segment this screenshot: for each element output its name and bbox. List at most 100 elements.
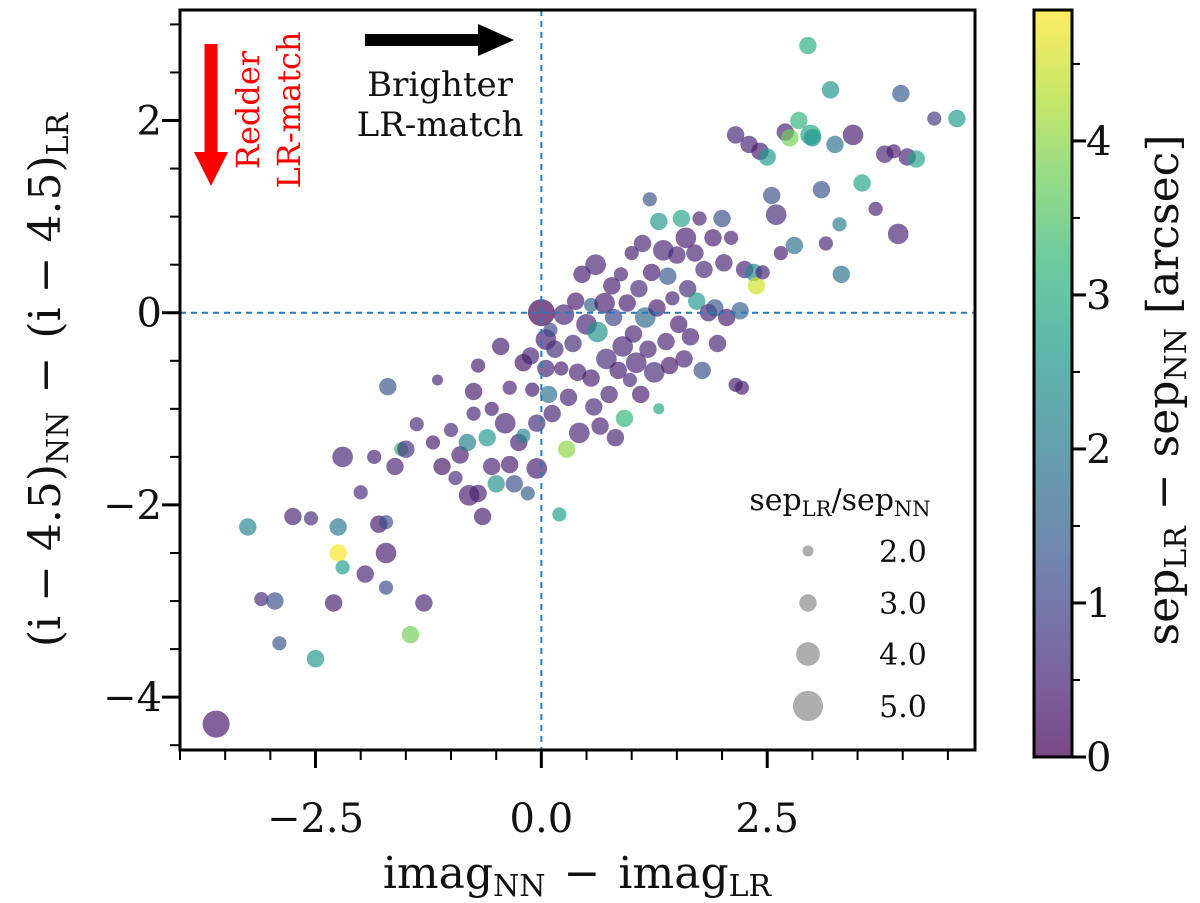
data-point	[409, 417, 424, 432]
data-point	[494, 412, 516, 434]
data-point	[747, 277, 766, 295]
colorbar-frame	[1032, 8, 1074, 759]
data-point	[803, 129, 822, 147]
y-tick-label: −2	[103, 483, 162, 529]
data-point	[650, 212, 668, 231]
data-point	[818, 236, 834, 251]
data-point	[686, 244, 704, 262]
colorbar-tick-label: 0	[1086, 735, 1111, 781]
data-point	[892, 84, 910, 103]
data-point	[379, 378, 397, 396]
y-axis-label: (i − 4.5)NN−(i − 4.5)LR	[20, 111, 76, 647]
data-point	[378, 515, 394, 530]
data-point	[324, 594, 343, 612]
data-point	[832, 265, 850, 283]
legend-entries	[792, 545, 824, 722]
data-point	[367, 449, 382, 464]
legend-marker	[802, 545, 814, 557]
data-point	[568, 363, 587, 381]
data-point	[630, 280, 648, 298]
brighter-annotation-line2: LR-match	[357, 105, 524, 145]
data-point	[927, 111, 942, 126]
data-point	[799, 36, 817, 55]
data-point	[758, 148, 776, 166]
data-point	[329, 544, 347, 562]
data-point	[483, 457, 501, 476]
data-point	[473, 507, 492, 526]
data-point	[679, 280, 697, 298]
data-point	[569, 422, 590, 444]
data-point	[266, 592, 284, 610]
data-point	[596, 348, 617, 370]
data-point	[471, 358, 486, 373]
data-point	[644, 362, 665, 383]
data-point	[603, 277, 621, 295]
colorbar-gradient	[1034, 10, 1072, 757]
data-point	[356, 565, 374, 583]
data-point	[432, 374, 443, 386]
data-point	[335, 560, 350, 575]
data-point	[587, 321, 608, 343]
data-point	[765, 204, 787, 225]
data-point	[642, 263, 661, 282]
data-point	[604, 308, 623, 327]
data-point	[469, 484, 487, 503]
data-point	[505, 475, 523, 493]
size-legend: sepLR/sepNN 2.0 3.0 4.0 5.0	[749, 483, 930, 725]
data-point	[353, 485, 368, 500]
data-point	[660, 356, 679, 375]
data-point	[585, 398, 603, 416]
data-point	[553, 304, 575, 325]
data-point	[582, 369, 600, 387]
data-point	[567, 292, 585, 310]
colorbar: 0 1 2 3 4 sepLR−sepNN[arcsec]	[1032, 8, 1194, 781]
data-point	[573, 265, 591, 283]
legend-entry-label: 5.0	[879, 690, 927, 725]
brighter-arrow-head	[478, 24, 514, 56]
data-point	[625, 352, 647, 374]
redder-annotation-line2: LR-match	[270, 32, 308, 189]
legend-title: sepLR/sepNN	[749, 483, 930, 521]
data-point	[755, 265, 770, 280]
data-point	[464, 382, 483, 401]
data-point	[594, 292, 615, 314]
plot-frame	[178, 8, 977, 752]
data-point	[306, 650, 325, 668]
data-point	[633, 234, 652, 253]
data-point	[693, 361, 711, 380]
data-point	[675, 227, 697, 249]
data-point	[734, 380, 750, 395]
data-point	[539, 385, 558, 404]
data-point	[790, 111, 808, 130]
redder-annotation-line1: Redder	[229, 50, 267, 169]
colorbar-ticks	[1072, 62, 1086, 759]
data-point	[615, 409, 634, 428]
data-point	[842, 124, 864, 146]
data-point	[624, 325, 643, 343]
data-point	[688, 292, 706, 310]
data-point	[773, 246, 788, 261]
data-points	[202, 36, 966, 738]
data-point	[675, 350, 693, 368]
x-axis-ticks	[179, 751, 949, 768]
data-point	[826, 135, 844, 154]
data-point	[622, 372, 638, 388]
data-point	[612, 336, 633, 357]
data-point	[591, 417, 609, 435]
plot-area	[162, 8, 977, 768]
y-tick-label: 0	[137, 291, 162, 337]
data-point	[668, 246, 686, 264]
data-point	[386, 457, 404, 476]
data-point	[375, 542, 397, 564]
x-tick-label: 0.0	[510, 796, 574, 842]
data-point	[632, 385, 650, 404]
data-point	[559, 388, 578, 406]
data-point	[239, 518, 257, 536]
data-point	[443, 422, 459, 438]
data-point	[624, 246, 639, 261]
data-point	[886, 144, 901, 159]
data-point	[785, 236, 803, 255]
data-point	[537, 359, 555, 378]
brighter-annotation-line1: Brighter	[367, 65, 514, 105]
